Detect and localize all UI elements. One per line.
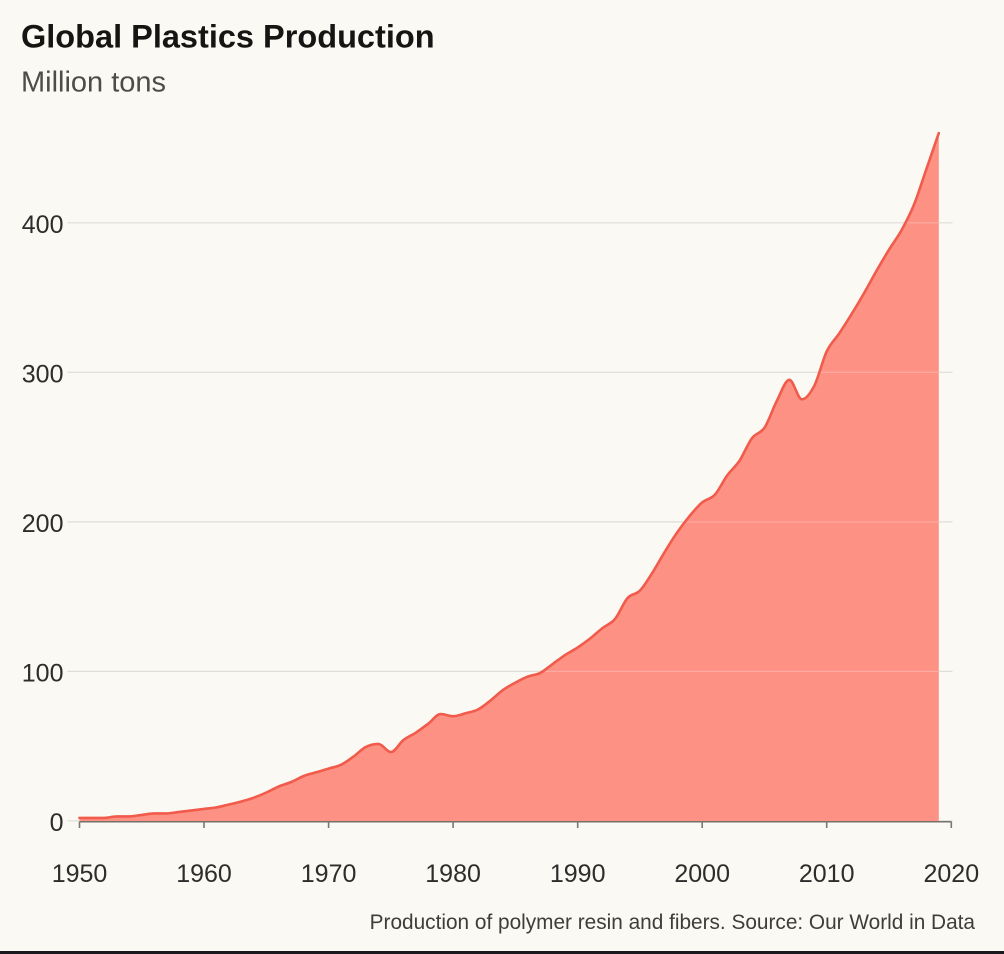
svg-text:1960: 1960	[176, 860, 232, 888]
svg-text:0: 0	[50, 809, 64, 837]
svg-text:Production of polymer resin an: Production of polymer resin and fibers. …	[370, 911, 976, 934]
svg-text:300: 300	[22, 360, 64, 388]
svg-text:1950: 1950	[52, 860, 108, 888]
svg-text:2000: 2000	[674, 860, 730, 888]
svg-text:100: 100	[22, 659, 64, 687]
svg-text:2020: 2020	[923, 860, 979, 888]
svg-text:200: 200	[22, 510, 64, 538]
svg-text:Global Plastics Production: Global Plastics Production	[21, 19, 435, 55]
svg-text:2010: 2010	[799, 860, 855, 888]
svg-text:1980: 1980	[425, 860, 481, 888]
svg-text:1970: 1970	[301, 860, 357, 888]
svg-text:400: 400	[22, 211, 64, 239]
svg-text:1990: 1990	[550, 860, 606, 888]
svg-text:Million tons: Million tons	[21, 67, 166, 99]
